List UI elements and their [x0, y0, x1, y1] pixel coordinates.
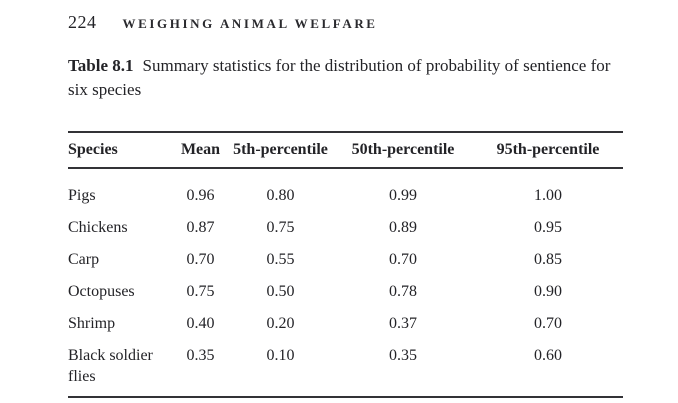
p5-cell: 0.10	[266, 347, 295, 364]
page-number: 224	[68, 12, 97, 32]
mean-cell: 0.87	[186, 219, 215, 236]
species-cell: Chickens	[68, 219, 128, 236]
p5-cell: 0.20	[266, 315, 295, 332]
species-cell: Black soldier flies	[68, 347, 153, 385]
p95-cell: 0.60	[534, 347, 562, 364]
p5-cell: 0.50	[266, 283, 295, 300]
mean-cell: 0.35	[186, 347, 215, 364]
mean-cell: 0.75	[186, 283, 215, 300]
p50-cell: 0.35	[389, 347, 417, 364]
mean-cell: 0.70	[186, 251, 215, 268]
p95-cell: 0.85	[534, 251, 562, 268]
table-label: Table 8.1	[68, 56, 134, 75]
table-caption-text: Summary statistics for the distribution …	[68, 56, 611, 100]
mean-cell: 0.96	[186, 187, 215, 204]
p95-cell: 1.00	[534, 187, 562, 204]
p50-cell: 0.89	[389, 219, 417, 236]
table-header-row: Species Mean 5th-percentile 50th-percent…	[68, 132, 623, 169]
table-row-carp: Carp 0.70 0.55 0.70 0.85	[68, 238, 623, 270]
p5-cell: 0.80	[266, 187, 295, 204]
p5-cell: 0.75	[266, 219, 295, 236]
species-cell: Carp	[68, 251, 100, 268]
table-row-black-soldier-flies: Black soldier flies 0.35 0.10 0.35 0.60	[68, 334, 623, 397]
species-cell: Shrimp	[68, 315, 116, 332]
table-row-shrimp: Shrimp 0.40 0.20 0.37 0.70	[68, 302, 623, 334]
running-head: WEIGHING ANIMAL WELFARE	[122, 16, 378, 31]
table-row-octopuses: Octopuses 0.75 0.50 0.78 0.90	[68, 270, 623, 302]
page-header: 224 WEIGHING ANIMAL WELFARE	[68, 12, 378, 33]
mean-cell: 0.40	[186, 315, 215, 332]
species-cell: Octopuses	[68, 283, 135, 300]
column-header-5th-percentile: 5th-percentile	[228, 132, 333, 169]
table-caption: Table 8.1 Summary statistics for the dist…	[68, 54, 616, 102]
p50-cell: 0.99	[389, 187, 417, 204]
p50-cell: 0.37	[389, 315, 417, 332]
p5-cell: 0.55	[266, 251, 295, 268]
column-header-species: Species	[68, 132, 173, 169]
sentience-statistics-table: Species Mean 5th-percentile 50th-percent…	[68, 131, 623, 398]
column-header-mean: Mean	[173, 132, 228, 169]
p50-cell: 0.70	[389, 251, 417, 268]
p50-cell: 0.78	[389, 283, 417, 300]
p95-cell: 0.95	[534, 219, 562, 236]
p95-cell: 0.90	[534, 283, 562, 300]
species-cell: Pigs	[68, 187, 96, 204]
table-row-chickens: Chickens 0.87 0.75 0.89 0.95	[68, 206, 623, 238]
p95-cell: 0.70	[534, 315, 562, 332]
column-header-95th-percentile: 95th-percentile	[473, 132, 623, 169]
table-row-pigs: Pigs 0.96 0.80 0.99 1.00	[68, 168, 623, 206]
column-header-50th-percentile: 50th-percentile	[333, 132, 473, 169]
